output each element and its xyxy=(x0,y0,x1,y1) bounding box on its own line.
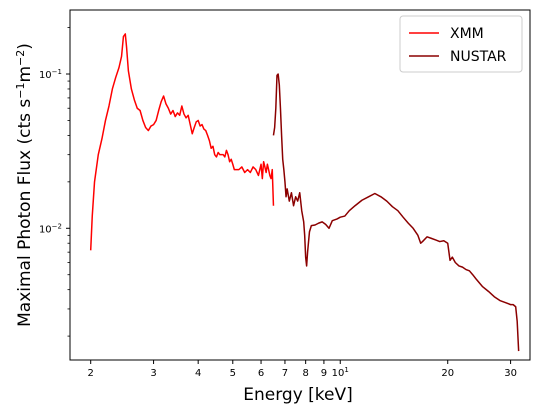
x-tick-label: 30 xyxy=(504,368,517,379)
x-tick-label: 7 xyxy=(282,368,288,379)
y-axis-label: Maximal Photon Flux (cts s−1m−2) xyxy=(14,43,36,327)
legend-label-nustar: NUSTAR xyxy=(450,49,507,65)
x-tick-label: 5 xyxy=(230,368,236,379)
x-tick-label: 20 xyxy=(441,368,454,379)
x-tick-label: 2 xyxy=(88,368,94,379)
x-tick-label: 9 xyxy=(321,368,327,379)
series-line-xmm xyxy=(89,33,275,251)
y-axis-label-suffix: ) xyxy=(15,43,35,50)
y-tick-label: 10−1 xyxy=(39,68,62,81)
y-axis-label-sup1: −1 xyxy=(14,83,27,99)
x-tick-label: 3 xyxy=(150,368,156,379)
y-tick-label: 10−2 xyxy=(39,222,62,235)
x-tick-label: 4 xyxy=(195,368,201,379)
x-axis-label: Energy [keV] xyxy=(243,385,353,405)
plot-frame xyxy=(69,9,531,361)
series-layer xyxy=(89,33,520,352)
y-axis-label-sup2: −2 xyxy=(14,50,27,66)
legend-label-xmm: XMM xyxy=(450,26,484,42)
legend: XMM NUSTAR xyxy=(399,15,523,73)
y-axis-label-mid: m xyxy=(15,66,35,83)
x-tick-label: 8 xyxy=(302,368,308,379)
y-axis-ticks: 10−1 10−2 xyxy=(39,27,70,337)
x-axis-ticks: 2 3 4 5 6 7 8 9 101 20 30 xyxy=(88,360,517,379)
x-tick-label: 101 xyxy=(332,366,349,379)
x-tick-label: 6 xyxy=(258,368,264,379)
series-line-nustar xyxy=(272,73,520,352)
y-axis-label-prefix: Maximal Photon Flux (cts s xyxy=(15,99,35,327)
legend-box xyxy=(399,15,523,73)
